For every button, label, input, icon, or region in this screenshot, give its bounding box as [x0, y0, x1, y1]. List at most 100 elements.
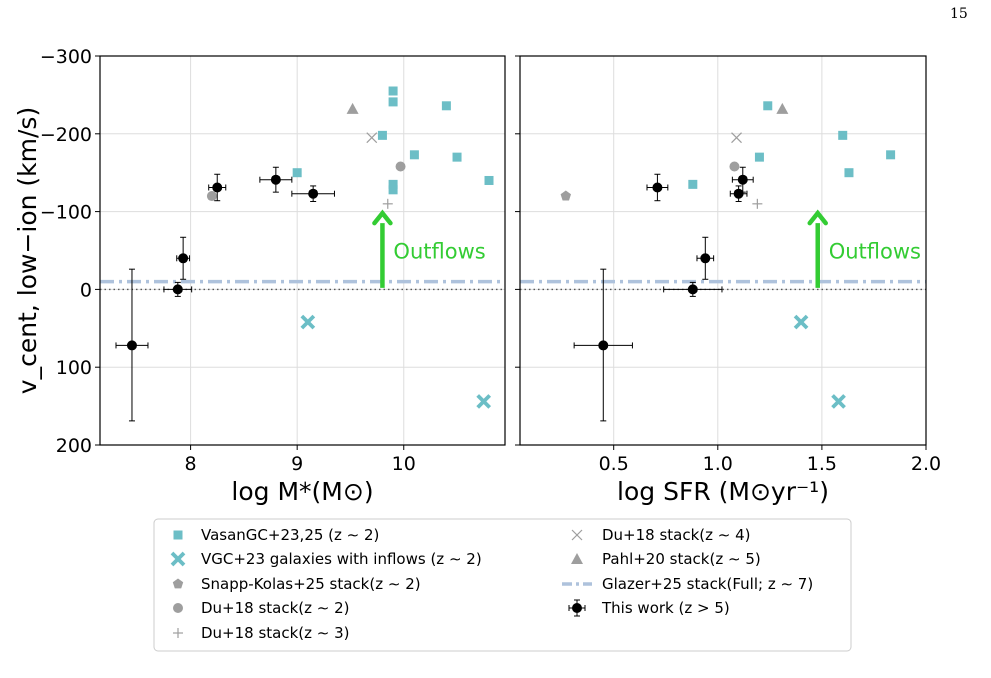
vasan-marker	[754, 152, 764, 162]
vasan-marker	[409, 150, 419, 160]
this-work-point	[731, 166, 754, 193]
this-work-point	[208, 173, 227, 202]
pahl-marker	[776, 102, 789, 114]
legend-box	[153, 518, 852, 652]
vasan-marker	[388, 86, 398, 96]
pahl-marker	[346, 102, 359, 114]
vgc-inflow-marker	[170, 551, 186, 567]
vasan-marker	[838, 130, 848, 140]
legend-label: VasanGC+23,25 (z ∼ 2)	[201, 526, 379, 544]
du-z3-marker	[173, 628, 183, 638]
x-tick-label: 2.0	[911, 453, 941, 475]
outflow-arrow-head	[372, 209, 393, 226]
legend-entry-glazer: Glazer+25 stack(Full; z ∼ 7)	[562, 575, 813, 593]
legend-entry-du-z3: Du+18 stack(z ∼ 3)	[173, 624, 350, 642]
page-number: 15	[950, 6, 968, 22]
vasan-marker	[484, 175, 494, 185]
plot-frame	[99, 55, 506, 446]
this-work-marker	[737, 174, 748, 185]
vasan-marker	[388, 179, 398, 189]
outflow-arrow	[372, 209, 393, 288]
x-axis-label: log M*(M⊙)	[231, 477, 373, 506]
y-tick-label: 0	[80, 279, 92, 301]
vgc-inflow-marker	[831, 394, 846, 409]
du-z4-stroke	[571, 529, 583, 541]
this-work-point	[291, 185, 335, 202]
this-work-marker	[178, 253, 189, 264]
this-work-point	[115, 268, 149, 422]
vasan-marker	[763, 101, 773, 111]
vasan-marker	[377, 130, 387, 140]
vgc-inflow-stroke	[170, 551, 186, 567]
vasan-marker	[844, 168, 854, 178]
this-work-point	[573, 268, 633, 422]
this-work-marker	[700, 253, 711, 264]
this-work-point	[646, 173, 669, 202]
legend-label: Du+18 stack(z ∼ 2)	[201, 599, 350, 617]
outflow-label: Outflows	[393, 239, 485, 263]
legend-entry-snapp: Snapp-Kolas+25 stack(z ∼ 2)	[172, 575, 421, 593]
this-work-marker	[270, 174, 281, 185]
du-z2-marker	[395, 161, 406, 172]
legend-entry-this-work: This work (z > 5)	[568, 599, 730, 617]
du-z4-marker	[571, 529, 583, 541]
x-tick-label: 1.5	[807, 453, 837, 475]
legend-label: Glazer+25 stack(Full; z ∼ 7)	[602, 575, 813, 593]
vgc-inflow-stroke	[831, 394, 846, 409]
snapp-marker	[560, 190, 571, 201]
vgc-inflow-stroke	[300, 314, 316, 330]
x-tick-label: 1.0	[703, 453, 733, 475]
legend-entry-du-z4: Du+18 stack(z ∼ 4)	[571, 526, 751, 544]
vgc-inflow-marker	[476, 394, 492, 409]
du-z4-marker	[366, 132, 378, 144]
x-tick-label: 10	[392, 453, 416, 475]
panel-1: 8 9 10 −300 −200 −100 0 100 200 log M*(M⊙) v_cent,…	[13, 46, 506, 506]
y-tick-label: 200	[56, 435, 92, 457]
vasan-marker	[292, 168, 302, 178]
this-work-marker	[212, 182, 223, 193]
y-tick-label: 100	[56, 357, 92, 379]
legend-label: Du+18 stack(z ∼ 4)	[602, 526, 751, 544]
du-z4-stroke	[731, 132, 742, 144]
vasan-marker	[886, 150, 896, 160]
legend-label: Snapp-Kolas+25 stack(z ∼ 2)	[201, 575, 421, 593]
legend: VasanGC+23,25 (z ∼ 2) VGC+23 galaxies wit…	[153, 518, 852, 652]
this-work-marker	[126, 340, 137, 351]
x-axis-label: log SFR (M⊙yr⁻¹)	[617, 477, 829, 506]
snapp-marker	[172, 578, 184, 589]
y-tick-label: −200	[40, 124, 92, 146]
vasan-marker	[452, 152, 462, 162]
x-tick-label: 9	[291, 453, 303, 475]
legend-entry-vgc-inflow: VGC+23 galaxies with inflows (z ∼ 2)	[170, 550, 482, 568]
vasan-marker	[173, 530, 183, 540]
this-work-marker	[308, 188, 319, 199]
vgc-inflow-marker	[793, 314, 809, 330]
vgc-inflow-marker	[300, 314, 316, 330]
this-work-point	[663, 281, 723, 297]
vgc-inflow-stroke	[476, 394, 492, 409]
this-work-point	[729, 185, 748, 202]
vasan-marker	[388, 97, 398, 107]
this-work-marker	[733, 188, 744, 199]
y-tick-label: −100	[40, 202, 92, 224]
legend-label: Pahl+20 stack(z ∼ 5)	[602, 550, 761, 568]
du-z2-marker	[206, 191, 217, 202]
y-axis-label: v_cent, low−ion (km/s)	[13, 107, 42, 394]
x-tick-label: 0.5	[599, 453, 629, 475]
this-work-point	[176, 236, 191, 280]
this-work-point	[696, 236, 715, 280]
legend-label: This work (z > 5)	[601, 599, 730, 617]
this-work-marker	[652, 182, 663, 193]
this-work-point	[163, 281, 193, 297]
vasan-marker	[688, 179, 698, 189]
outflow-arrow-head	[807, 209, 828, 226]
legend-entry-pahl: Pahl+20 stack(z ∼ 5)	[571, 550, 761, 568]
du-z4-stroke	[366, 132, 378, 144]
legend-label: Du+18 stack(z ∼ 3)	[201, 624, 350, 642]
du-z2-marker	[173, 603, 183, 613]
legend-label: VGC+23 galaxies with inflows (z ∼ 2)	[201, 550, 482, 568]
this-work-marker	[598, 340, 609, 351]
x-tick-label: 8	[185, 453, 197, 475]
plot-frame	[519, 55, 927, 446]
